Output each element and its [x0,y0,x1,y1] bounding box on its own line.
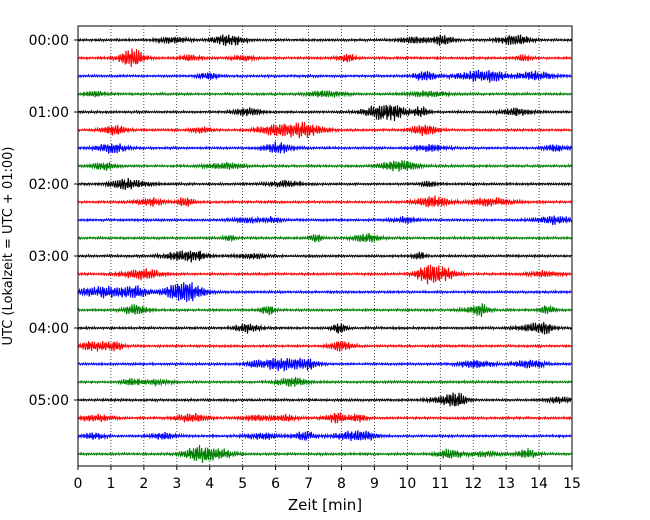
x-tick-label: 6 [271,476,280,492]
vertical-grid [110,26,540,466]
trace-line [77,104,572,121]
trace-line [77,357,572,372]
trace-line [77,215,573,226]
x-tick-label: 8 [337,476,346,492]
x-tick-label: 14 [530,476,548,492]
y-tick-label: 04:00 [29,321,69,337]
trace-line [77,321,572,335]
x-tick-label: 10 [398,476,416,492]
trace-series-group [77,34,573,464]
x-tick-label: 3 [172,476,181,492]
trace-line [77,412,572,424]
x-tick-label: 5 [238,476,247,492]
trace-line [77,34,572,46]
y-tick-label: 00:00 [29,33,69,49]
y-tick-label: 02:00 [29,177,69,193]
trace-line [77,89,572,99]
trace-line [77,430,572,442]
x-tick-label: 15 [563,476,581,492]
x-tick-label: 7 [304,476,313,492]
x-tick-label: 2 [139,476,148,492]
x-tick-label: 9 [370,476,379,492]
trace-line [77,340,572,352]
trace-line [77,160,572,172]
y-axis-ticks: 00:00 01:00 02:00 03:00 04:00 05:00 [29,33,78,409]
x-tick-label: 11 [431,476,449,492]
trace-line [77,392,572,407]
y-tick-label: 01:00 [29,105,69,121]
x-tick-label: 4 [205,476,214,492]
trace-line [77,141,573,154]
x-axis-label: Zeit [min] [288,496,362,514]
trace-line [77,282,572,303]
trace-line [77,121,572,139]
trace-line [77,69,572,83]
x-tick-label: 0 [74,476,83,492]
trace-line [77,444,572,464]
trace-line [77,195,572,208]
x-tick-label: 13 [497,476,515,492]
trace-line [77,177,572,190]
x-tick-label: 12 [464,476,482,492]
y-tick-label: 05:00 [29,393,69,409]
trace-line [77,48,572,68]
y-tick-label: 03:00 [29,249,69,265]
x-axis-ticks: 0 1 2 3 4 5 6 7 8 9 10 11 12 13 14 15 [74,466,581,492]
plot-frame [77,25,573,467]
x-tick-label: 1 [106,476,115,492]
trace-line [77,233,572,243]
y-axis-label: UTC (Lokalzeit = UTC + 01:00) [1,147,16,346]
trace-line [77,264,572,285]
trace-line [77,303,572,317]
trace-line [77,376,572,388]
trace-line [77,250,572,263]
